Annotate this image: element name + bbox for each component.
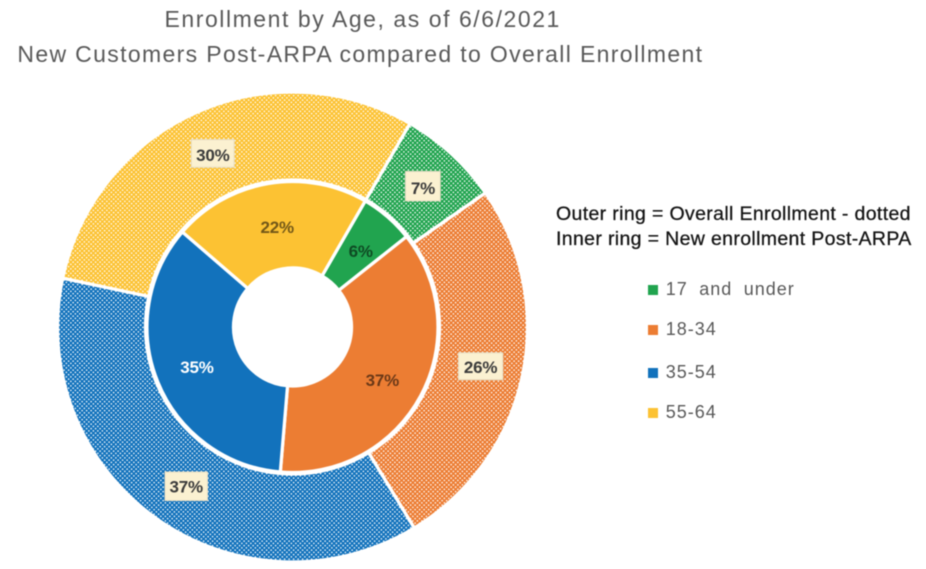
svg-text:35%: 35% [180,358,214,377]
svg-text:37%: 37% [366,371,400,390]
svg-text:6%: 6% [349,242,373,261]
svg-text:30%: 30% [196,146,230,165]
svg-text:22%: 22% [260,218,294,237]
svg-text:26%: 26% [464,358,498,377]
svg-text:37%: 37% [169,477,203,496]
svg-text:7%: 7% [411,179,435,198]
